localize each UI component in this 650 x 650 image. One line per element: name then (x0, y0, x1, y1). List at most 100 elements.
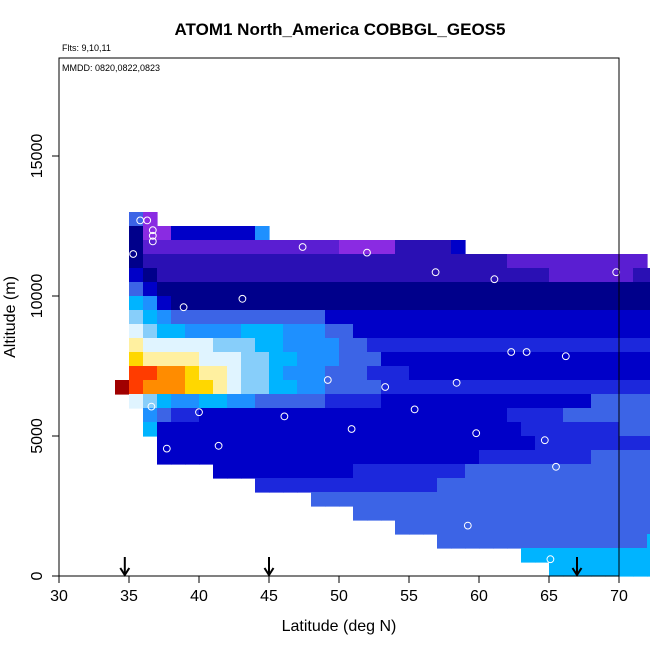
heatmap-cell (549, 506, 564, 521)
heatmap-cell (423, 296, 438, 311)
heatmap-cell (437, 450, 452, 465)
heatmap-cell (213, 394, 228, 409)
heatmap-cell (353, 268, 368, 283)
heatmap-cell (633, 310, 648, 325)
heatmap-cell (423, 282, 438, 297)
heatmap-cell (591, 534, 606, 549)
dates-note: MMDD: 0820,0822,0823 (62, 63, 160, 73)
heatmap-cell (129, 366, 144, 381)
data-point (280, 412, 289, 421)
heatmap-cell (339, 310, 354, 325)
heatmap-cell (283, 422, 298, 437)
x-axis-label: Latitude (deg N) (282, 618, 397, 635)
data-point (463, 521, 472, 530)
heatmap-cell (549, 380, 564, 395)
heatmap-cell (297, 408, 312, 423)
heatmap-cell (185, 282, 200, 297)
heatmap-cell (409, 520, 424, 535)
heatmap-cell (339, 296, 354, 311)
heatmap-cell (423, 506, 438, 521)
heatmap-cell (549, 254, 564, 269)
heatmap-cell (269, 254, 284, 269)
heatmap-cell (199, 310, 214, 325)
heatmap-cell (213, 436, 228, 451)
heatmap-cell (241, 408, 256, 423)
heatmap-cell (563, 268, 578, 283)
heatmap-cell (283, 310, 298, 325)
heatmap-cell (409, 240, 424, 255)
heatmap-cell (633, 492, 648, 507)
heatmap-cell (465, 296, 480, 311)
heatmap-cell (437, 282, 452, 297)
heatmap-cell (521, 478, 536, 493)
heatmap-cell (619, 380, 634, 395)
x-axis: 30 35 40 45 50 55 60 65 70 (50, 576, 628, 605)
heatmap-cell (521, 436, 536, 451)
heatmap-cell (325, 422, 340, 437)
y-axis-label: Altitude (m) (2, 276, 19, 358)
heatmap-cell (185, 226, 200, 241)
heatmap-cell (269, 352, 284, 367)
heatmap-cell (227, 268, 242, 283)
heatmap-cell (185, 436, 200, 451)
heatmap-cell (549, 282, 564, 297)
heatmap-cell (493, 464, 508, 479)
heatmap-cell (311, 436, 326, 451)
heatmap-cell (297, 254, 312, 269)
heatmap-cell (619, 548, 634, 563)
heatmap-cell (535, 548, 550, 563)
heatmap-cell (381, 478, 396, 493)
heatmap-cell (199, 268, 214, 283)
heatmap-cell (605, 352, 620, 367)
heatmap-cell (465, 380, 480, 395)
heatmap-cell (647, 338, 650, 353)
heatmap-cell (269, 324, 284, 339)
heatmap-cell (605, 394, 620, 409)
heatmap-cell (283, 366, 298, 381)
heatmap-cell (451, 282, 466, 297)
heatmap-cell (381, 436, 396, 451)
heatmap-cell (241, 282, 256, 297)
heatmap-cell (605, 492, 620, 507)
heatmap-cell (479, 366, 494, 381)
heatmap-cell (409, 352, 424, 367)
heatmap-cell (227, 408, 242, 423)
heatmap-cell (213, 408, 228, 423)
heatmap-cell (647, 450, 650, 465)
heatmap-cell (549, 562, 564, 577)
heatmap-cell (619, 464, 634, 479)
heatmap-cell (507, 464, 522, 479)
heatmap-cell (521, 366, 536, 381)
heatmap-cell (521, 506, 536, 521)
heatmap-cell (269, 268, 284, 283)
heatmap-cell (199, 450, 214, 465)
heatmap-cell (381, 338, 396, 353)
heatmap-cell (577, 436, 592, 451)
heatmap-cell (339, 268, 354, 283)
heatmap-cell (409, 464, 424, 479)
heatmap-cell (507, 366, 522, 381)
heatmap-cell (157, 408, 172, 423)
data-point (381, 383, 390, 391)
heatmap-cell (563, 464, 578, 479)
heatmap-cell (605, 254, 620, 269)
heatmap-cell (451, 240, 466, 255)
heatmap-cell (619, 338, 634, 353)
heatmap-cell (563, 562, 578, 577)
heatmap-cell (409, 380, 424, 395)
heatmap-cell (423, 338, 438, 353)
heatmap-cell (283, 282, 298, 297)
heatmap-cell (563, 492, 578, 507)
heatmap-cell (381, 464, 396, 479)
heatmap-cell (311, 478, 326, 493)
heatmap-cell (409, 478, 424, 493)
heatmap-cell (171, 394, 186, 409)
heatmap-cell (577, 268, 592, 283)
heatmap-cell (549, 352, 564, 367)
heatmap-cell (241, 436, 256, 451)
heatmap-cell (563, 436, 578, 451)
heatmap-cell (171, 408, 186, 423)
heatmap-cell (451, 254, 466, 269)
heatmap-cell (367, 338, 382, 353)
heatmap-cell (227, 324, 242, 339)
